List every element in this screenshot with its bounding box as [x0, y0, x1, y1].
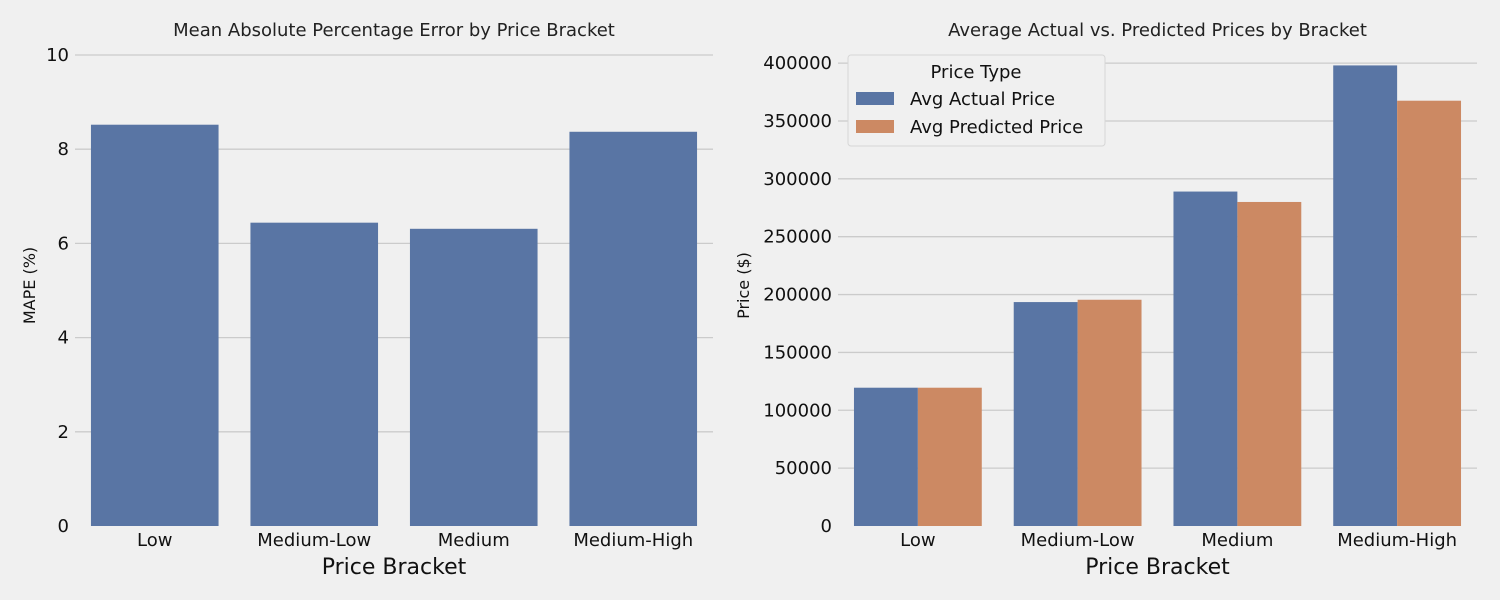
y-tick-label: 150000	[763, 342, 832, 363]
x-tick-label: Medium-Low	[1021, 530, 1135, 551]
bar-low-series-0	[853, 387, 918, 526]
bar-low-series-1	[917, 387, 982, 526]
y-tick-label: 10	[46, 45, 69, 66]
y-tick-label: 400000	[763, 53, 832, 74]
legend-box	[847, 54, 1106, 147]
y-tick-label: 50000	[775, 458, 832, 479]
y-tick-label: 2	[58, 422, 69, 443]
y-tick-label: 0	[58, 516, 69, 537]
x-tick-label: Medium-Low	[257, 530, 371, 551]
price-comparison-chart: 0 50000 100000 150000 200000 250000 300000 3500…	[734, 20, 1477, 580]
x-tick-label: Medium	[1201, 530, 1273, 551]
bar-medium-low-series-0	[1013, 302, 1078, 526]
bar-medium-series-0	[1173, 191, 1238, 526]
bar-low	[90, 124, 219, 526]
x-axis-label: Price Bracket	[1085, 555, 1230, 580]
bar-medium-high	[569, 131, 698, 526]
y-tick-label: 200000	[763, 285, 832, 306]
y-tick-label: 8	[58, 139, 69, 160]
y-axis-label: Price ($)	[734, 252, 753, 319]
bar-medium-high-series-0	[1333, 65, 1398, 527]
x-tick-label: Low	[137, 530, 172, 551]
chart-title: Mean Absolute Percentage Error by Price …	[173, 20, 615, 41]
x-tick-label: Low	[900, 530, 935, 551]
x-tick-label: Medium-High	[1337, 530, 1457, 551]
legend-swatch	[856, 120, 894, 133]
x-axis-label: Price Bracket	[322, 555, 467, 580]
y-axis-label: MAPE (%)	[20, 247, 39, 324]
legend: Price Type Avg Actual Price Avg Predicted …	[847, 54, 1106, 147]
legend-entry: Avg Predicted Price	[910, 117, 1083, 138]
bar-medium-low	[250, 222, 379, 526]
bar-medium-low-series-1	[1077, 299, 1142, 526]
mape-chart: 0 2 4 6 8 10 Low Medium-Low Medium Medium-High Mea…	[20, 20, 713, 580]
y-tick-label: 0	[821, 516, 832, 537]
y-tick-label: 350000	[763, 111, 832, 132]
x-tick-label: Medium	[438, 530, 510, 551]
legend-swatch	[856, 92, 894, 105]
legend-title: Price Type	[931, 62, 1022, 83]
y-tick-label: 250000	[763, 227, 832, 248]
legend-entry: Avg Actual Price	[910, 89, 1055, 110]
x-tick-label: Medium-High	[573, 530, 693, 551]
y-tick-label: 300000	[763, 169, 832, 190]
bar-medium	[409, 228, 538, 526]
y-tick-label: 6	[58, 233, 69, 254]
bar-medium-high-series-1	[1397, 100, 1462, 526]
y-tick-label: 100000	[763, 400, 832, 421]
bar-medium-series-1	[1237, 201, 1302, 526]
chart-title: Average Actual vs. Predicted Prices by B…	[948, 20, 1367, 41]
y-tick-label: 4	[58, 328, 69, 349]
